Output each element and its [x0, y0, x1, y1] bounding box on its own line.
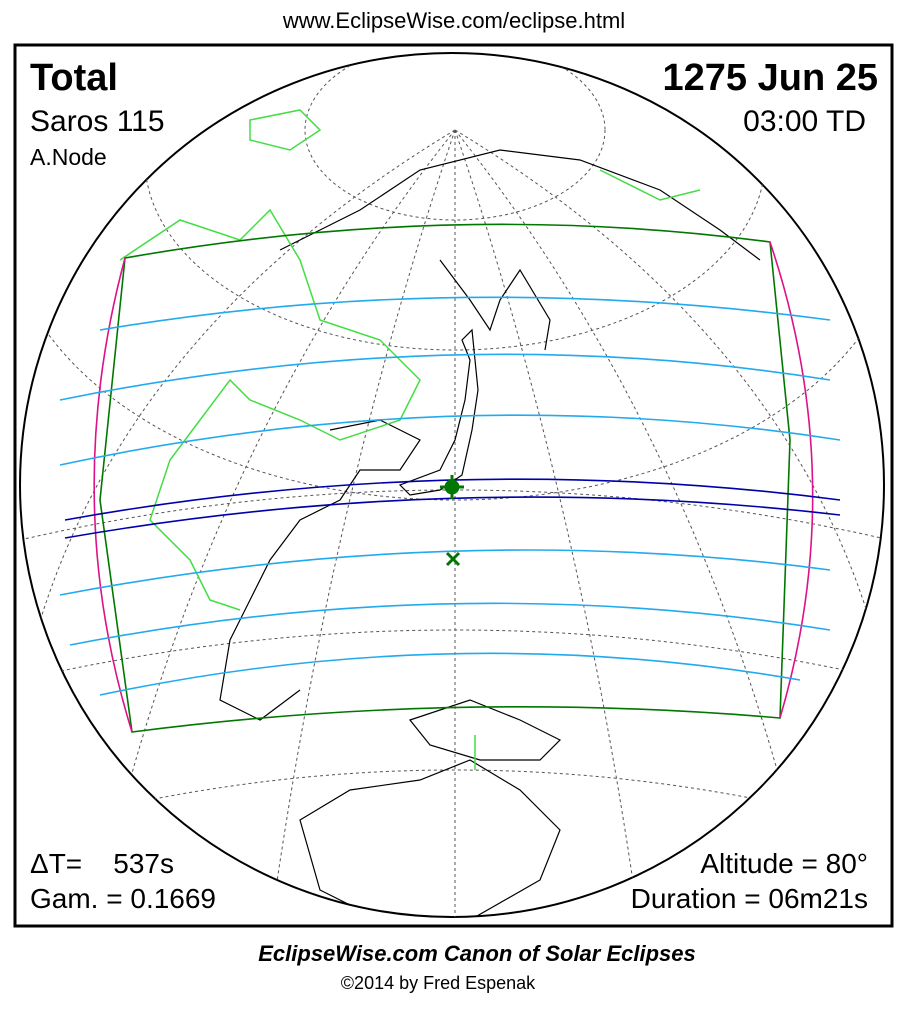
sub-solar-marker: [445, 551, 461, 567]
globe: [19, 52, 885, 918]
delta-t: ΔT= 537s: [30, 848, 174, 879]
gamma: Gam. = 0.1669: [30, 883, 216, 914]
greatest-eclipse-marker: [440, 475, 464, 499]
eclipse-paths: [59, 223, 841, 733]
partial-lines: [59, 296, 841, 696]
node: A.Node: [30, 144, 107, 170]
rise-set-curve: [769, 241, 814, 719]
central-path-south: [64, 496, 841, 539]
borders: [119, 109, 701, 770]
saros: Saros 115: [30, 105, 165, 138]
duration: Duration = 06m21s: [631, 883, 868, 914]
graticule: [20, 53, 884, 917]
header-url: www.EclipseWise.com/eclipse.html: [282, 8, 625, 33]
time: 03:00 TD: [743, 105, 866, 138]
footer-credit: ©2014 by Fred Espenak: [341, 973, 536, 993]
altitude: Altitude = 80°: [700, 848, 868, 879]
eclipse-type: Total: [30, 57, 118, 99]
eclipse-date: 1275 Jun 25: [663, 57, 878, 99]
footer-title: EclipseWise.com Canon of Solar Eclipses: [258, 941, 696, 966]
rise-set-curve: [93, 257, 133, 733]
